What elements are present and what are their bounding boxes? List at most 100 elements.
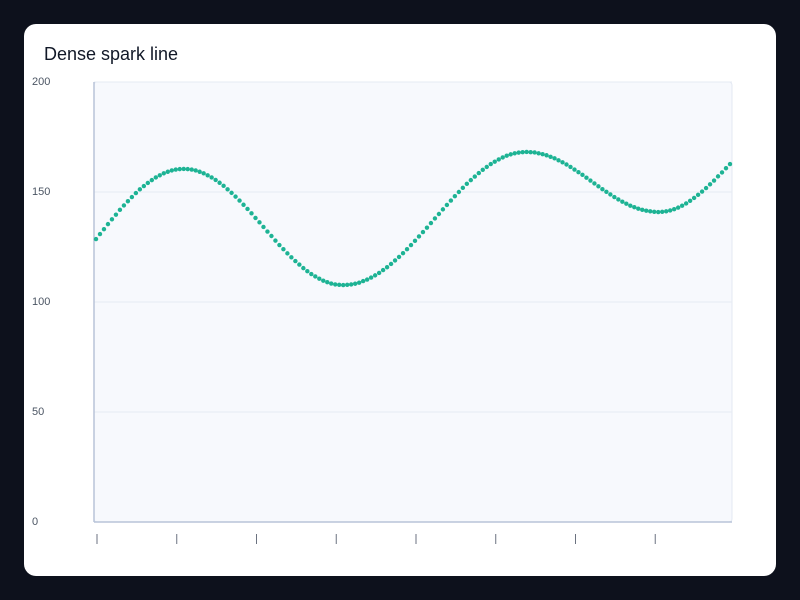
chart-title: Dense spark line [44,44,178,64]
data-point [660,209,665,214]
data-point [592,181,597,186]
data-point [233,194,238,199]
y-tick-label: 200 [32,76,50,88]
data-point [181,166,186,172]
data-point [149,177,155,183]
data-point [348,282,354,287]
data-point [695,192,701,198]
data-point [117,207,123,213]
data-point [691,195,697,201]
data-point [524,149,529,155]
data-point [372,273,378,278]
data-point [719,170,725,175]
data-point [237,198,242,203]
data-point [636,206,641,211]
data-point [624,201,629,206]
data-point [109,217,115,222]
data-point [544,153,549,158]
data-point [632,204,637,210]
data-point [309,271,314,277]
data-point [675,205,681,210]
data-point [360,278,366,284]
data-point [500,155,505,160]
data-point [265,229,270,234]
y-tick-label: 150 [32,186,50,198]
data-point [333,282,338,287]
data-point [448,198,454,203]
data-point [380,267,386,273]
data-point [683,201,689,206]
data-point [97,231,103,237]
data-point [217,180,222,185]
data-point [488,161,493,167]
data-point [384,265,390,270]
data-point [472,174,478,179]
data-point [556,158,561,163]
data-point [548,154,553,159]
data-point [492,159,497,164]
data-point [301,265,306,271]
data-point [444,202,450,208]
data-point [153,175,159,180]
data-point [341,282,346,288]
data-point [289,255,294,260]
data-point [313,274,318,279]
data-point [93,236,99,242]
data-point [520,149,525,155]
data-point [133,190,139,196]
data-point [269,233,274,239]
data-point [368,275,374,280]
data-point [356,280,362,285]
data-point [620,199,625,204]
data-point [408,242,414,248]
data-point [345,282,350,288]
data-point [388,261,394,267]
data-point [508,152,513,157]
data-point [129,194,135,200]
data-point [424,225,430,230]
data-point [121,203,127,208]
data-point [249,211,254,216]
data-point [504,153,509,158]
data-point [723,166,729,171]
data-point [169,168,174,173]
data-point [707,182,713,187]
data-point [703,185,709,191]
data-point [113,212,119,217]
data-point [715,174,721,179]
data-point [257,220,262,225]
data-point [480,167,485,172]
data-point [329,281,334,286]
data-point [616,197,621,202]
data-point [273,238,278,243]
data-point [584,175,589,180]
data-point [205,173,210,178]
data-point [687,198,693,203]
data-point [420,229,426,235]
data-point [656,209,661,215]
data-point [165,169,170,174]
data-point [285,251,290,256]
data-point [436,211,442,217]
data-point [652,209,657,214]
data-point [428,220,434,226]
data-point [512,151,517,156]
data-point [644,208,649,213]
data-point [325,280,330,285]
data-point [468,177,474,183]
data-point [456,189,462,195]
data-point [277,242,282,248]
data-point [412,238,418,244]
data-point [193,168,198,173]
data-point [628,203,633,208]
data-point [648,209,653,214]
data-point [711,178,717,183]
data-point [281,247,286,252]
data-point [540,151,545,157]
data-point [572,167,577,172]
y-tick-label: 50 [32,406,44,418]
data-point [432,216,438,221]
data-point [460,185,466,191]
data-point [293,258,298,264]
